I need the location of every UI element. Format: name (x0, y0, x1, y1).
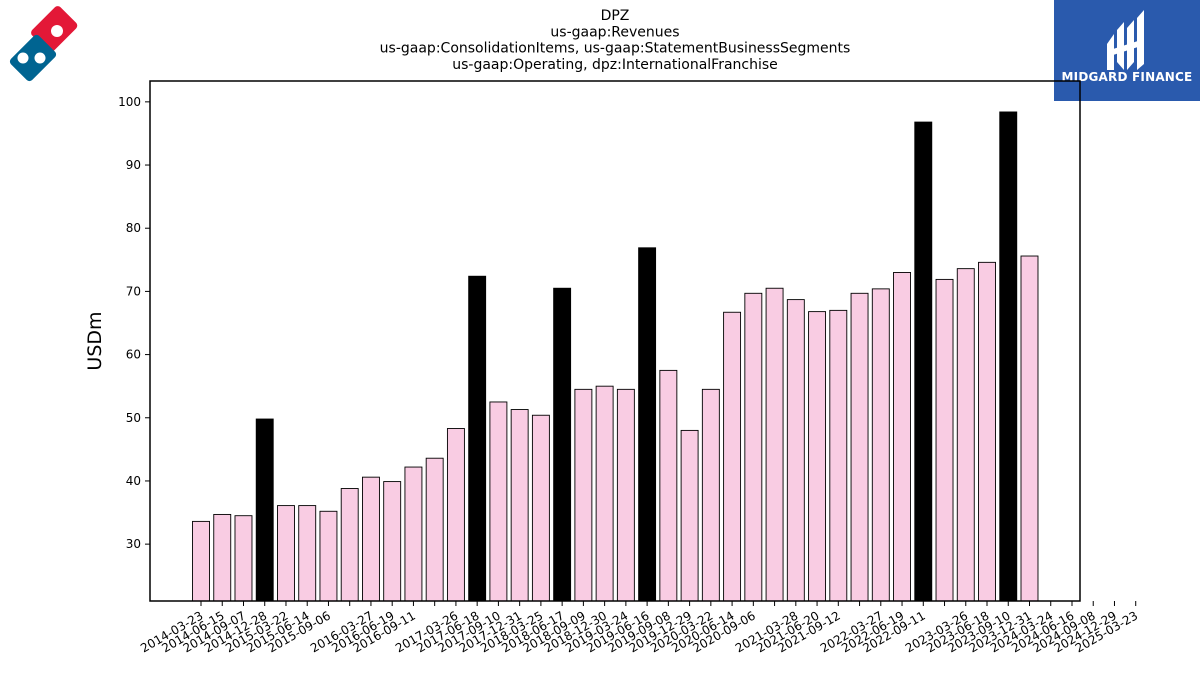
bar-2016-06-19 (383, 481, 402, 602)
bar-2021-01-03 (765, 287, 784, 602)
bar-2023-12-31 (1020, 255, 1039, 602)
bar-2016-09-11 (404, 466, 423, 602)
midgard-emblem-icon (1107, 10, 1144, 70)
bars (192, 111, 1039, 602)
y-axis: 30 40 50 60 70 80 90 100 (118, 95, 150, 551)
title-line-0: DPZ (601, 8, 630, 24)
y-axis-label: USDm (84, 311, 106, 370)
bar-2021-09-12 (829, 309, 848, 602)
title-line-1: us-gaap:Revenues (550, 24, 679, 40)
dpz-logo (9, 6, 78, 82)
bar-2014-06-15 (213, 513, 232, 602)
bar-2023-09-10 (999, 111, 1018, 602)
bar-2015-09-06 (319, 510, 338, 602)
y-tick-label-90: 90 (126, 158, 141, 172)
bar-2015-12-27 (340, 488, 359, 602)
title-line-2: us-gaap:ConsolidationItems, us-gaap:Stat… (380, 41, 851, 57)
bar-2023-06-18 (978, 261, 996, 602)
x-axis: 2014-03-232014-06-152014-09-072014-12-28… (138, 601, 1140, 655)
y-tick-label-100: 100 (118, 95, 141, 109)
bar-2018-09-09 (574, 388, 593, 602)
bar-2021-03-28 (786, 299, 805, 602)
bar-2022-01-02 (850, 292, 869, 602)
bar-2017-06-18 (468, 275, 487, 602)
bar-2017-09-10 (489, 401, 508, 602)
bar-2018-12-30 (595, 385, 614, 602)
y-tick-label-40: 40 (126, 474, 141, 488)
bar-2016-03-27 (362, 476, 380, 602)
midgard-finance-logo: MIDGARD FINANCE (1054, 0, 1200, 101)
bar-2019-06-16 (638, 247, 657, 602)
bar-2022-09-11 (914, 121, 933, 602)
bar-2022-06-19 (893, 272, 911, 602)
bar-2019-09-08 (659, 369, 678, 602)
bar-2021-06-20 (808, 311, 827, 602)
bar-2019-12-29 (680, 429, 699, 602)
chart-title: DPZus-gaap:Revenuesus-gaap:Consolidation… (380, 8, 851, 73)
bar-2020-09-06 (744, 292, 763, 602)
bar-2014-09-07 (234, 515, 253, 602)
bar-2014-03-23 (192, 520, 210, 602)
bar-2015-06-14 (298, 505, 317, 602)
midgard-finance-text: MIDGARD FINANCE (1062, 70, 1193, 84)
y-tick-label-30: 30 (126, 537, 141, 551)
bar-2018-03-25 (531, 414, 550, 602)
plot-frame (149, 80, 1081, 602)
title-line-3: us-gaap:Operating, dpz:InternationalFran… (452, 57, 778, 73)
bar-2017-12-31 (510, 409, 529, 602)
y-tick-label-70: 70 (126, 284, 141, 298)
bar-2018-06-17 (553, 287, 572, 602)
y-tick-label-50: 50 (126, 411, 141, 425)
bar-2022-03-27 (871, 288, 890, 602)
y-tick-label-80: 80 (126, 221, 141, 235)
bar-2019-03-24 (616, 388, 635, 602)
bar-2023-01-01 (935, 278, 954, 602)
bar-2014-12-28 (255, 418, 274, 602)
bar-2020-03-22 (701, 388, 720, 602)
bar-2023-03-26 (956, 268, 975, 602)
bar-2015-03-22 (277, 505, 295, 602)
bar-2017-03-26 (446, 428, 465, 602)
bar-2017-01-01 (425, 457, 444, 602)
bar-2020-06-14 (723, 311, 742, 602)
y-tick-label-60: 60 (126, 348, 141, 362)
